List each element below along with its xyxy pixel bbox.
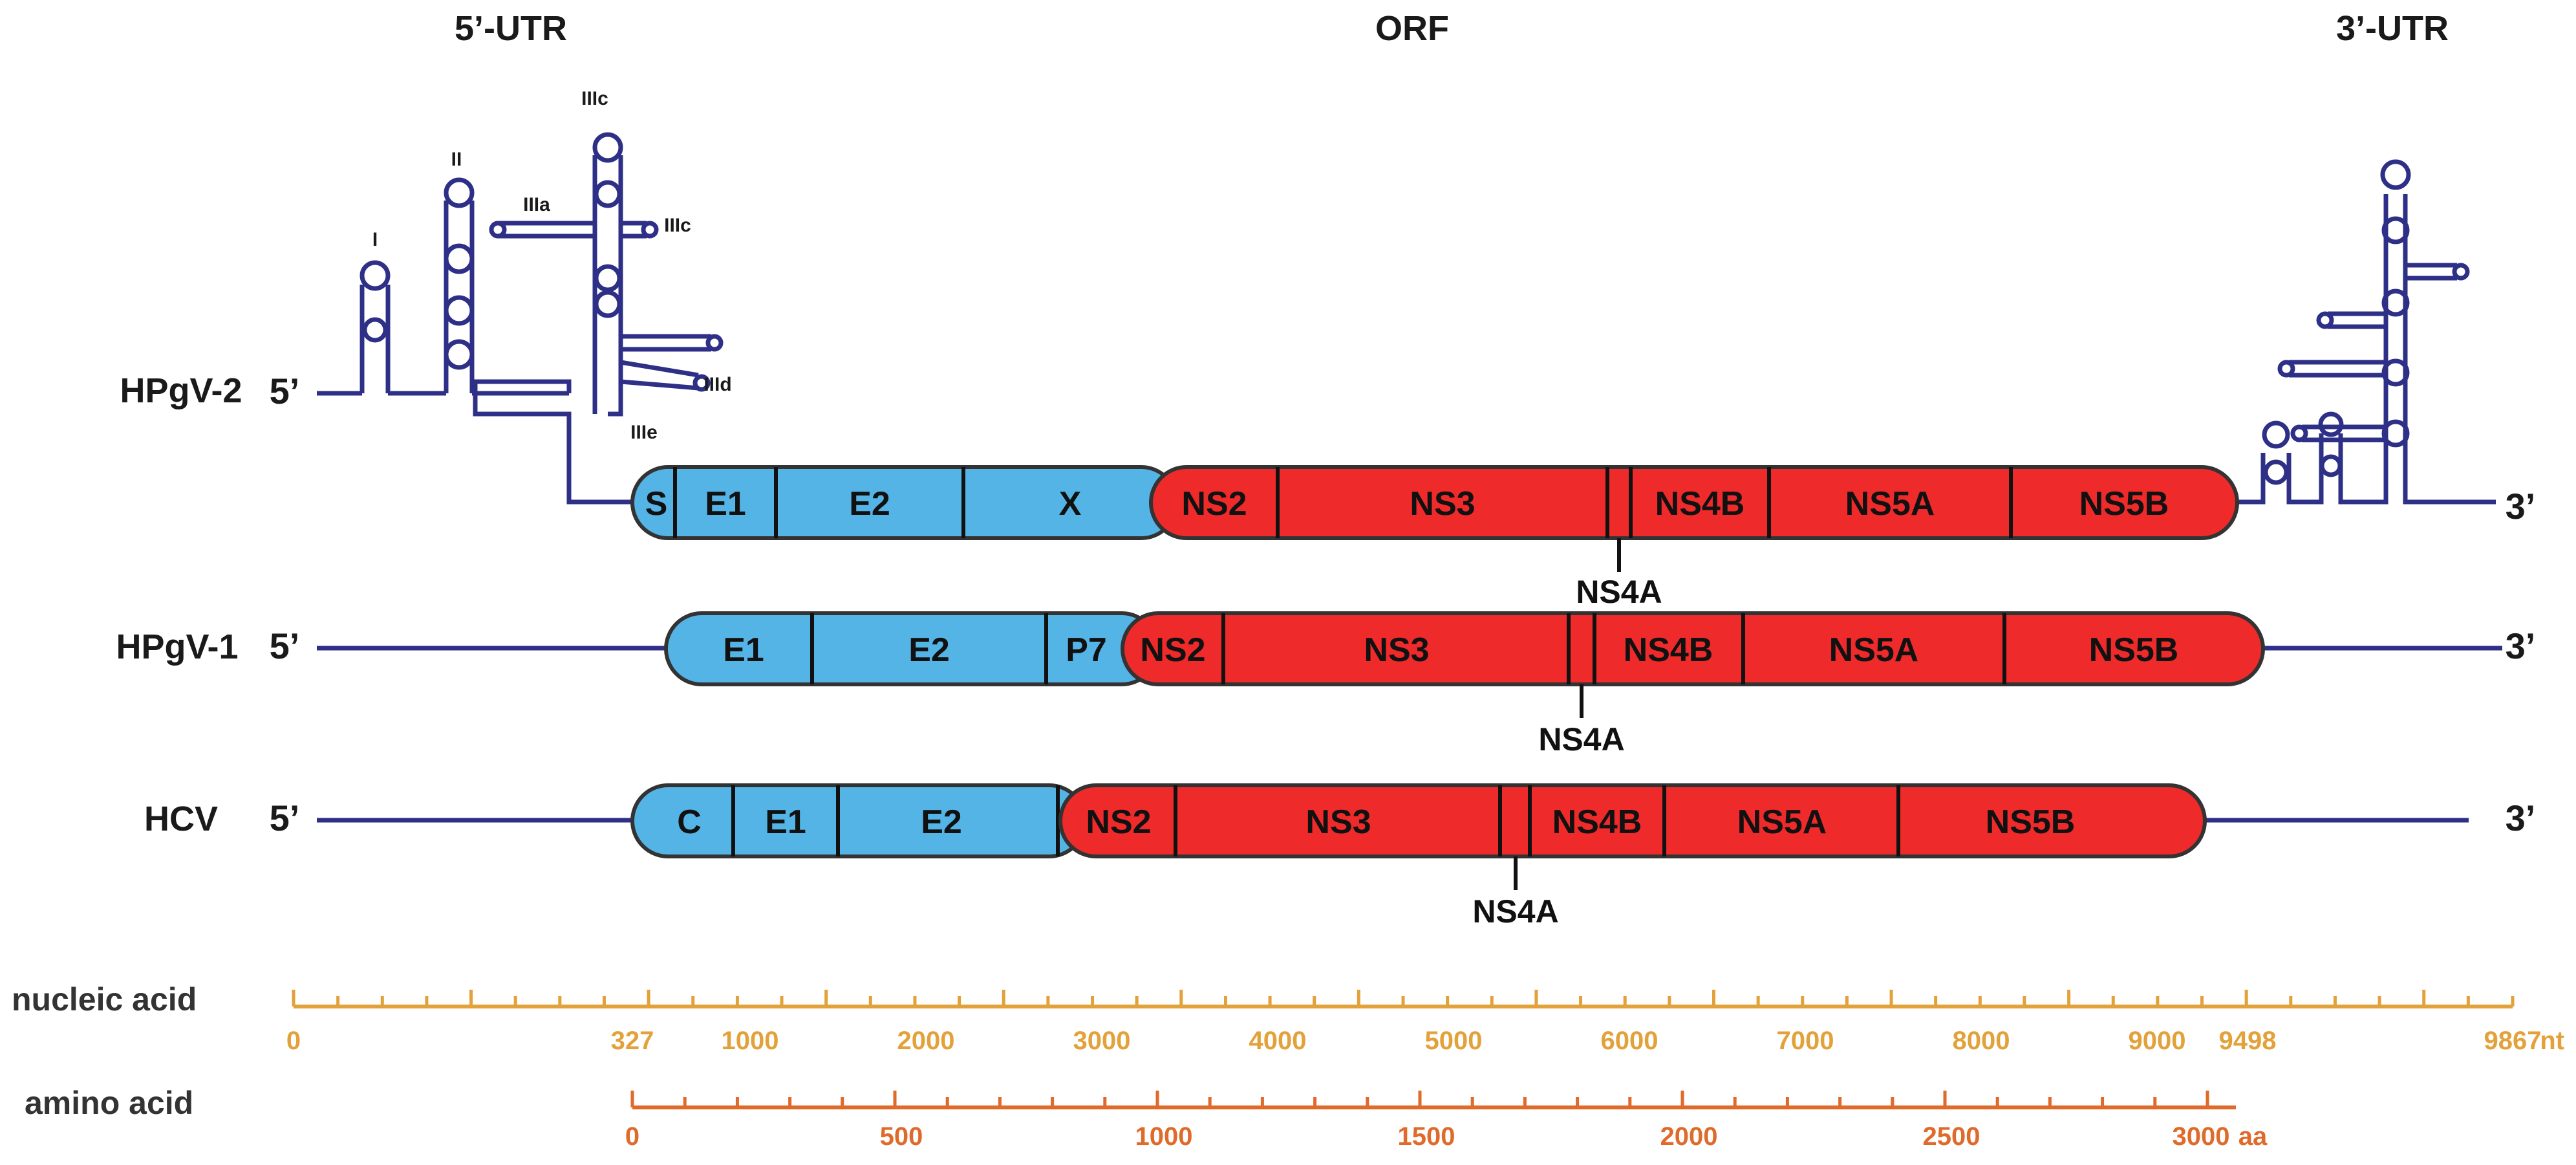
nt-tick-9867: 9867 (2484, 1027, 2542, 1055)
amino-acid-axis (630, 1091, 2236, 1109)
hcv-domain-e2: E2 (921, 803, 962, 841)
nt-tick-5000: 5000 (1425, 1027, 1483, 1055)
hcv-domain-ns2: NS2 (1086, 803, 1151, 841)
aa-tick-0: 0 (625, 1122, 639, 1151)
hcv-structural-polyprotein: C E1 E2 P7 (630, 783, 1087, 858)
nucleic-axis-labels: 0 327 1000 2000 3000 4000 5000 6000 7000… (286, 1027, 2564, 1055)
hpgv1-domain-p7: P7 (1066, 631, 1107, 669)
header-5utr: 5’-UTR (455, 9, 567, 48)
stem-label-iiia: IIIa (523, 194, 550, 215)
hpgv2-domain-ns4b: NS4B (1655, 485, 1745, 523)
stem-label-iiic: IIIc (664, 215, 691, 236)
hcv-nonstructural-polyprotein: NS2 NS3 NS4B NS5A NS5B (1058, 783, 2207, 858)
amino-scale-title: amino acid (25, 1085, 193, 1121)
hpgv1-structural-polyprotein: E1 E2 P7 (664, 611, 1159, 686)
hpgv1-domain-ns5b: NS5B (2089, 631, 2179, 669)
header-orf: ORF (1375, 9, 1449, 48)
genome-label-hpgv1: HPgV-1 (116, 627, 238, 666)
hcv-domain-c: C (677, 803, 702, 841)
stem-label-i: I (372, 229, 378, 250)
aa-tick-1500: 1500 (1398, 1122, 1455, 1151)
hcv-domain-e1: E1 (765, 803, 806, 841)
genome-label-hpgv2: HPgV-2 (120, 371, 242, 410)
stem-label-iiie: IIIe (630, 422, 658, 443)
hpgv1-nonstructural-polyprotein: NS2 NS3 NS4B NS5A NS5B (1121, 611, 2265, 686)
nt-tick-0: 0 (286, 1027, 301, 1055)
hpgv1-3prime-label: 3’ (2506, 626, 2536, 666)
nt-tick-3000: 3000 (1073, 1027, 1131, 1055)
hpgv2-structural-polyprotein: S E1 E2 X (630, 465, 1179, 540)
hcv-5prime-label: 5’ (270, 798, 300, 838)
hpgv2-domain-e1: E1 (705, 485, 746, 523)
nt-tick-9000: 9000 (2129, 1027, 2186, 1055)
hcv-ns4a-label: NS4A (1472, 893, 1558, 930)
hpgv2-domain-e2: E2 (849, 485, 890, 523)
hpgv1-domain-ns2: NS2 (1140, 631, 1205, 669)
nt-tick-7000: 7000 (1777, 1027, 1834, 1055)
hcv-domain-ns3: NS3 (1305, 803, 1371, 841)
aa-unit: aa (2238, 1122, 2268, 1151)
stem-label-ii: II (451, 149, 462, 170)
hpgv2-domain-s: S (645, 485, 668, 523)
hpgv2-5prime-label: 5’ (270, 371, 300, 411)
nt-tick-8000: 8000 (1953, 1027, 2010, 1055)
hcv-domain-ns5a: NS5A (1737, 803, 1827, 841)
hcv-3prime-label: 3’ (2506, 798, 2536, 838)
nt-tick-1000: 1000 (722, 1027, 779, 1055)
genome-label-hcv: HCV (144, 800, 218, 838)
hpgv1-domain-e2: E2 (908, 631, 950, 669)
hpgv1-domain-ns3: NS3 (1364, 631, 1429, 669)
hpgv2-domain-ns5a: NS5A (1845, 485, 1935, 523)
nt-tick-9498: 9498 (2219, 1027, 2277, 1055)
nt-tick-2000: 2000 (897, 1027, 955, 1055)
hpgv1-5prime-label: 5’ (270, 626, 300, 666)
header-3utr: 3’-UTR (2336, 9, 2449, 48)
hpgv2-3utr-rna (2237, 159, 2496, 505)
hpgv2-domain-ns5b: NS5B (2079, 485, 2169, 523)
hcv-domain-ns4b: NS4B (1552, 803, 1642, 841)
hpgv2-3prime-label: 3’ (2506, 486, 2536, 527)
hpgv2-ns4a-label: NS4A (1576, 574, 1662, 610)
hpgv1-domain-e1: E1 (723, 631, 764, 669)
aa-tick-1000: 1000 (1135, 1122, 1193, 1151)
aa-tick-2500: 2500 (1923, 1122, 1980, 1151)
nt-tick-6000: 6000 (1601, 1027, 1658, 1055)
nucleic-acid-axis (292, 990, 2515, 1008)
hpgv2-nonstructural-polyprotein: NS2 NS3 NS4B NS5A NS5B (1149, 465, 2239, 540)
nt-tick-327: 327 (611, 1027, 654, 1055)
hpgv1-ns4a-label: NS4A (1538, 721, 1624, 757)
hcv-domain-ns5b: NS5B (1986, 803, 2076, 841)
hpgv2-domain-ns3: NS3 (1410, 485, 1475, 523)
nt-unit: nt (2540, 1027, 2564, 1055)
aa-tick-500: 500 (880, 1122, 923, 1151)
hpgv2-domain-ns2: NS2 (1181, 485, 1247, 523)
aa-tick-2000: 2000 (1660, 1122, 1718, 1151)
amino-axis-labels: 0 500 1000 1500 2000 2500 3000 aa (625, 1122, 2268, 1151)
stem-label-iiib: IIIc (581, 88, 608, 109)
hpgv1-domain-ns4b: NS4B (1624, 631, 1713, 669)
aa-tick-3000: 3000 (2173, 1122, 2230, 1151)
hpgv2-5utr-rna (317, 132, 724, 505)
hpgv1-domain-ns5a: NS5A (1829, 631, 1919, 669)
nt-tick-4000: 4000 (1249, 1027, 1307, 1055)
nucleic-scale-title: nucleic acid (12, 981, 197, 1018)
stem-label-iiid: IIId (703, 374, 731, 395)
hpgv2-domain-x: X (1059, 485, 1082, 523)
